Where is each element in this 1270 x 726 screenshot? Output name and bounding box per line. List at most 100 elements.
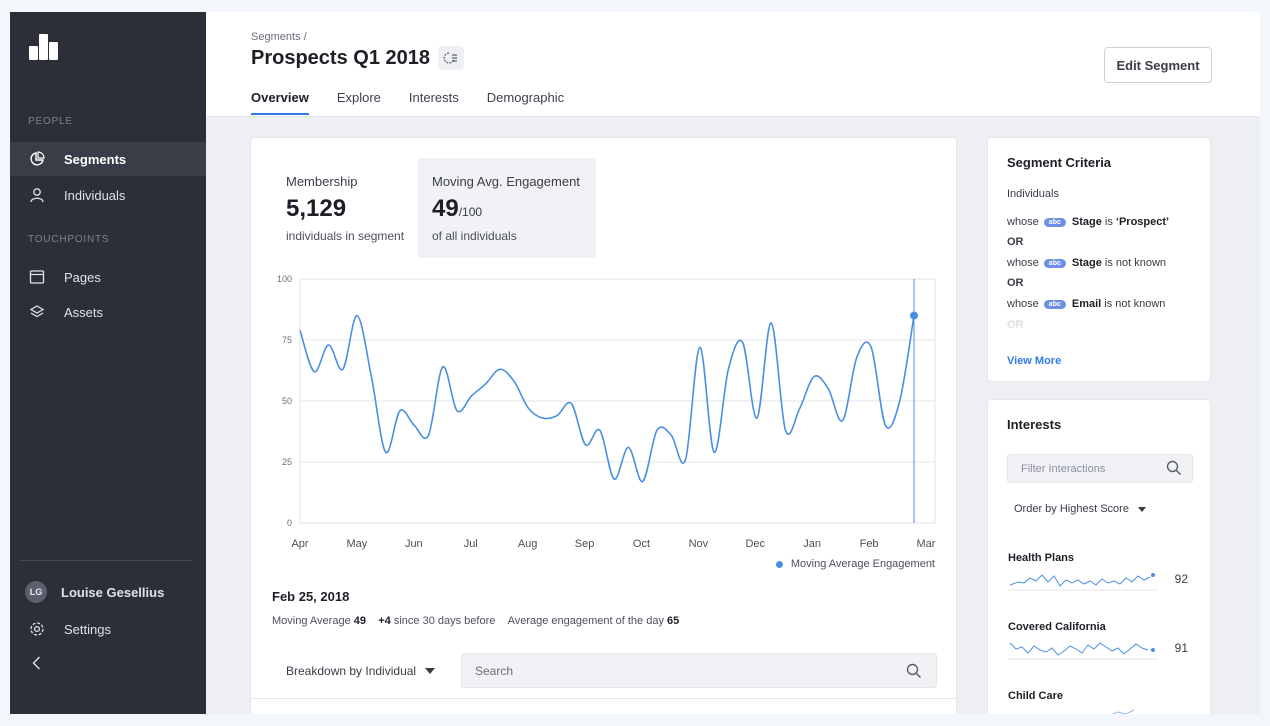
x-tick-label: Nov bbox=[689, 538, 709, 550]
sidebar-item-pages[interactable]: Pages bbox=[10, 260, 206, 294]
user-icon bbox=[28, 186, 46, 204]
x-tick-label: Aug bbox=[518, 538, 538, 550]
sidebar-item-settings[interactable]: Settings bbox=[10, 612, 206, 646]
interest-name: Child Care bbox=[1008, 690, 1064, 702]
layers-icon bbox=[28, 303, 46, 321]
tab-bar: Overview Explore Interests Demographic bbox=[251, 90, 592, 115]
x-tick-label: May bbox=[347, 538, 368, 550]
tab-interests[interactable]: Interests bbox=[408, 90, 459, 105]
page-title: Prospects Q1 2018 bbox=[251, 46, 464, 70]
app-logo-icon[interactable] bbox=[29, 32, 61, 60]
criteria-title: Segment Criteria bbox=[1007, 155, 1112, 170]
interest-item[interactable]: Covered California 91 bbox=[1008, 621, 1198, 660]
segment-criteria-card: Segment Criteria Individuals whose abc Sta… bbox=[988, 138, 1210, 381]
user-profile[interactable]: LG Louise Gesellius bbox=[10, 575, 206, 609]
interests-title: Interests bbox=[1007, 417, 1062, 432]
criteria-rule: whose abc Stage is ‘Prospect’ bbox=[1007, 216, 1169, 228]
page-header: Segments / Prospects Q1 2018 Edit Segmen… bbox=[206, 12, 1260, 117]
interest-item[interactable]: Health Plans 92 bbox=[1008, 552, 1198, 591]
membership-value: 5,129 bbox=[286, 195, 347, 222]
section-label-touchpoints: TOUCHPOINTS bbox=[28, 234, 110, 245]
view-more-link[interactable]: View More bbox=[1007, 355, 1062, 367]
tab-overview[interactable]: Overview bbox=[251, 90, 309, 115]
interest-score: 92 bbox=[1174, 572, 1188, 586]
filter-placeholder: Filter Interactions bbox=[1021, 462, 1106, 475]
pie-chart-icon bbox=[28, 150, 46, 168]
delta-text: since 30 days before bbox=[393, 615, 496, 627]
legend-label: Moving Average Engagement bbox=[790, 558, 935, 570]
y-tick-label: 100 bbox=[277, 274, 292, 284]
app-frame: PEOPLE Segments Individuals TOUCHPOINTS … bbox=[10, 12, 1260, 714]
membership-metric: Membership 5,129 individuals in segment bbox=[286, 174, 404, 243]
text-type-badge: abc bbox=[1043, 258, 1066, 268]
user-name: Louise Gesellius bbox=[61, 584, 165, 600]
page-title-text: Prospects Q1 2018 bbox=[251, 46, 430, 69]
tab-explore[interactable]: Explore bbox=[336, 90, 381, 105]
avatar: LG bbox=[25, 581, 47, 603]
search-input[interactable]: Search bbox=[461, 653, 937, 688]
highlight-point bbox=[910, 311, 918, 320]
moving-avg-value: 49 bbox=[353, 615, 366, 627]
engagement-metric[interactable]: Moving Avg. Engagement 49/100 of all ind… bbox=[418, 158, 596, 258]
x-tick-label: Oct bbox=[633, 538, 650, 550]
sidebar-item-label: Pages bbox=[64, 269, 101, 285]
sidebar-item-individuals[interactable]: Individuals bbox=[10, 178, 206, 212]
sidebar-item-label: Assets bbox=[64, 304, 104, 320]
y-tick-label: 75 bbox=[282, 335, 292, 345]
collapse-sidebar-button[interactable] bbox=[10, 646, 206, 680]
sidebar-item-label: Segments bbox=[64, 151, 127, 167]
moving-avg-label: Moving Average bbox=[272, 615, 351, 627]
order-label: Order by Highest Score bbox=[1014, 503, 1129, 515]
interest-score: 91 bbox=[1174, 641, 1188, 655]
edit-segment-button[interactable]: Edit Segment bbox=[1104, 47, 1212, 83]
avg-day-label: Average engagement of the day bbox=[507, 615, 664, 627]
interest-item[interactable]: Child Care bbox=[1008, 690, 1198, 714]
segment-type-icon[interactable] bbox=[438, 46, 464, 70]
section-label-people: PEOPLE bbox=[28, 116, 73, 127]
tab-demographic[interactable]: Demographic bbox=[486, 90, 565, 105]
chart-legend: Moving Average Engagement bbox=[775, 558, 935, 570]
whose-label: whose bbox=[1007, 298, 1039, 310]
selected-date: Feb 25, 2018 bbox=[272, 589, 350, 604]
criteria-intro: Individuals bbox=[1007, 188, 1059, 200]
engagement-number: 49 bbox=[432, 195, 459, 222]
chevron-left-icon bbox=[28, 654, 46, 672]
sidebar-item-assets[interactable]: Assets bbox=[10, 295, 206, 329]
caret-down-icon bbox=[425, 668, 436, 674]
or-label: OR bbox=[1007, 277, 1024, 289]
sidebar: PEOPLE Segments Individuals TOUCHPOINTS … bbox=[10, 12, 206, 714]
x-tick-label: Feb bbox=[860, 538, 879, 550]
sidebar-item-label: Settings bbox=[64, 621, 111, 637]
x-tick-label: Jan bbox=[803, 538, 821, 550]
text-type-badge: abc bbox=[1043, 299, 1066, 309]
sidebar-item-segments[interactable]: Segments bbox=[10, 142, 206, 176]
rule-op: is not known bbox=[1104, 257, 1167, 269]
y-tick-label: 25 bbox=[282, 457, 292, 467]
engagement-value: 49/100 bbox=[432, 195, 582, 223]
engagement-card: Membership 5,129 individuals in segment … bbox=[251, 138, 956, 714]
interest-name: Covered California bbox=[1008, 621, 1106, 633]
rule-value: ‘Prospect’ bbox=[1115, 216, 1170, 228]
rule-op: is bbox=[1104, 216, 1113, 228]
interest-sparkline bbox=[1008, 573, 1158, 591]
order-dropdown[interactable]: Order by Highest Score bbox=[1014, 503, 1146, 515]
membership-label: Membership bbox=[286, 174, 358, 189]
breadcrumb[interactable]: Segments / bbox=[251, 31, 307, 43]
x-tick-label: Apr bbox=[291, 538, 308, 550]
text-type-badge: abc bbox=[1043, 217, 1066, 227]
search-icon[interactable] bbox=[1166, 460, 1182, 479]
engagement-line-chart[interactable]: 0 25 50 75 100 Apr May Jun Jul Aug Sep Oct Nov Dec Jan… bbox=[251, 138, 956, 558]
x-tick-label: Sep bbox=[575, 538, 595, 550]
gear-icon bbox=[28, 620, 46, 638]
criteria-fade bbox=[988, 314, 1210, 340]
criteria-rule: whose abc Email is not known bbox=[1007, 298, 1165, 310]
filter-interactions-input[interactable]: Filter Interactions bbox=[1007, 454, 1193, 483]
sidebar-item-label: Individuals bbox=[64, 187, 126, 203]
interest-sparkline bbox=[1008, 642, 1158, 660]
caret-down-icon bbox=[1137, 506, 1146, 512]
series-line bbox=[299, 314, 915, 483]
rule-field: Stage bbox=[1071, 216, 1102, 228]
breakdown-dropdown[interactable]: Breakdown by Individual bbox=[286, 664, 436, 678]
search-placeholder: Search bbox=[475, 663, 514, 678]
search-icon[interactable] bbox=[906, 663, 922, 682]
